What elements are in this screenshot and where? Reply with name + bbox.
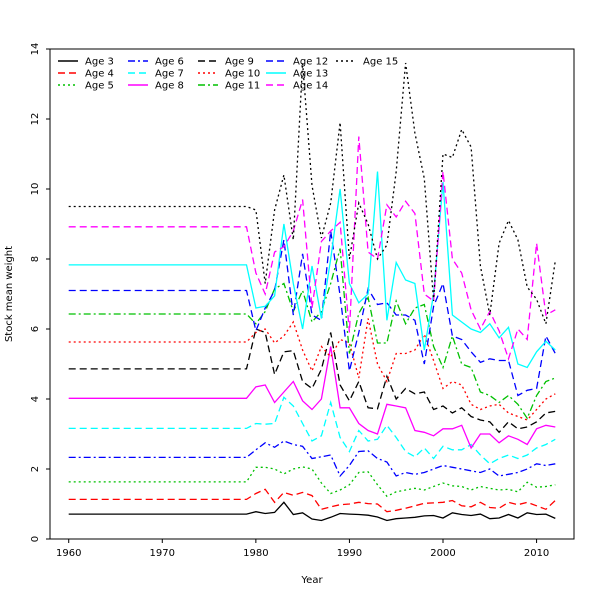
y-axis-label: Stock mean weight: [4, 246, 15, 342]
y-tick-label: 8: [30, 256, 41, 262]
legend-label: Age 3: [85, 57, 114, 68]
legend-label: Age 7: [155, 69, 184, 80]
series-line-age-7: [68, 396, 556, 465]
y-tick-label: 4: [30, 396, 41, 402]
legend-label: Age 10: [225, 69, 260, 80]
series-line-age-8: [68, 346, 556, 450]
y-tick-label: 2: [30, 466, 41, 472]
series-line-age-5: [68, 466, 556, 498]
x-axis-label: Year: [300, 575, 323, 586]
x-tick-label: 1960: [56, 548, 81, 559]
series-line-age-14: [68, 136, 556, 361]
legend-label: Age 5: [85, 81, 114, 92]
legend-label: Age 9: [225, 57, 254, 68]
y-tick-label: 6: [30, 326, 41, 332]
legend-label: Age 6: [155, 57, 184, 68]
x-tick-label: 1970: [150, 548, 175, 559]
y-tick-label: 0: [30, 536, 41, 542]
series-layer: [68, 62, 556, 522]
series-line-age-6: [68, 440, 556, 478]
x-tick-label: 2000: [430, 548, 455, 559]
y-tick-label: 10: [30, 183, 41, 196]
legend-label: Age 13: [293, 69, 328, 80]
legend-label: Age 14: [293, 81, 328, 92]
y-tick-label: 14: [30, 43, 41, 56]
series-line-age-9: [68, 328, 556, 434]
series-line-age-12: [68, 230, 556, 397]
series-line-age-13: [68, 171, 556, 369]
x-tick-label: 1980: [243, 548, 268, 559]
legend-label: Age 11: [225, 81, 260, 92]
legend-label: Age 12: [293, 57, 328, 68]
y-tick-label: 12: [30, 113, 41, 126]
series-line-age-4: [68, 488, 556, 513]
x-tick-label: 2010: [524, 548, 549, 559]
legend-label: Age 15: [363, 57, 398, 68]
x-axis: 1960 1970 1980 1990 2000 2010: [56, 539, 549, 559]
series-line-age-3: [68, 501, 556, 522]
series-line-age-10: [68, 318, 556, 421]
series-line-age-15: [68, 62, 556, 327]
x-tick-label: 1990: [337, 548, 362, 559]
y-axis: 0 2 4 6 8 10 12 14: [30, 43, 50, 542]
plot-frame: [49, 48, 575, 540]
legend-label: Age 4: [85, 69, 114, 80]
legend-label: Age 8: [155, 81, 184, 92]
series-line-age-11: [68, 248, 556, 420]
